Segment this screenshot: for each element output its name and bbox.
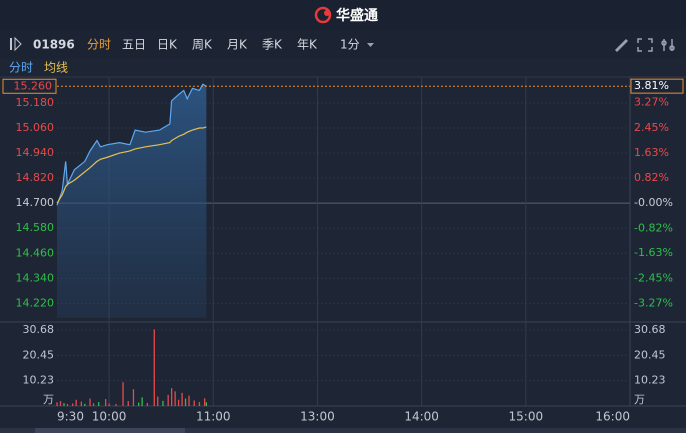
period-tab[interactable]: 五日 [122,38,146,52]
volume-bar [132,389,135,406]
y-tick-label: 14.820 [16,171,55,184]
volume-bar [115,404,117,406]
period-tab[interactable]: 日K [157,38,178,52]
volume-bar [188,395,190,406]
settings-button[interactable] [661,39,675,51]
y-tick-label: 14.340 [16,271,55,284]
period-tab[interactable]: 年K [297,38,318,52]
x-tick-label: 16:00 [595,410,630,424]
volume-bar [181,392,183,406]
scrollbar-thumb[interactable] [35,428,185,433]
x-tick-label: 13:00 [300,410,335,424]
volume-bar [138,402,140,406]
volume-unit: 万 [43,393,54,406]
volume-unit: 万 [634,393,645,406]
volume-bar [63,403,65,406]
x-tick-label: 15:00 [509,410,544,424]
y-tick-label: 15.180 [16,96,55,109]
period-tab[interactable]: 周K [192,38,213,52]
volume-bar [141,397,143,406]
sidebar-toggle[interactable] [10,36,22,52]
volume-bar [59,401,62,406]
toolbar [0,31,686,59]
volume-bar [184,398,187,406]
volume-bar [98,402,100,406]
scrollbar-track [0,428,686,433]
volume-bar [80,401,83,406]
volume-bar [193,400,195,406]
dropdown-caret[interactable] [367,43,374,47]
header-bar [0,0,686,31]
volume-bar [72,403,74,406]
volume-bar [66,404,69,406]
y-tick-label: 14.700 [16,196,55,209]
y-tick-label: 15.060 [16,121,55,134]
period-tab[interactable]: 季K [262,38,283,52]
y-tick-label: 14.580 [16,221,55,234]
volume-tick-label: 30.68 [23,323,55,336]
volume-bar [177,399,180,406]
volume-tick-label: 10.23 [23,374,55,387]
legend-entry[interactable]: 均线 [44,61,68,75]
stock-code: 01896 [33,38,75,52]
y-tick-label: 14.460 [16,246,55,259]
x-tick-label: 14:00 [404,410,439,424]
y2-tick-label: 1.63% [634,146,669,159]
volume-bar [167,394,169,406]
last-change-label: 3.81% [634,79,669,92]
legend-entry[interactable]: 分时 [9,61,33,75]
last-change-box [630,78,684,94]
y2-tick-label: 0.82% [634,171,669,184]
y-tick-label: 14.940 [16,146,55,159]
y-tick-label: 14.220 [16,296,55,309]
period-tab[interactable]: 分时 [87,38,111,52]
series-line [56,83,207,206]
draw-tool[interactable] [615,39,628,52]
fullscreen-button[interactable] [637,38,653,52]
volume-bar [157,396,159,406]
volume-bar [198,402,201,406]
volume-tick-label: 10.23 [634,374,666,387]
y2-tick-label: -0.00% [634,196,673,209]
volume-bar [162,400,164,406]
brand-name: 华盛通 [336,7,378,24]
period-tab[interactable]: 月K [227,38,248,52]
volume-bar [92,403,95,406]
y2-tick-label: -1.63% [634,246,673,259]
y2-tick-label: -0.82% [634,221,673,234]
volume-bar [153,329,155,406]
last-price-label: 15.260 [14,79,53,92]
x-tick-label: 9:30 [57,410,84,424]
volume-bar [171,388,173,406]
volume-bar [84,403,86,406]
last-price-box [2,78,57,94]
volume-bar [108,403,110,406]
series-line [56,126,207,204]
volume-bar [75,399,77,406]
volume-bar [174,391,176,406]
volume-bar [205,402,208,406]
volume-tick-label: 20.45 [23,348,55,361]
volume-bar [89,398,91,406]
volume-bar [127,401,129,406]
volume-bar [203,398,206,406]
x-tick-label: 11:00 [196,410,231,424]
y2-tick-label: -2.45% [634,271,673,284]
volume-bar [146,403,148,406]
volume-tick-label: 30.68 [634,323,666,336]
y2-tick-label: 3.27% [634,96,669,109]
volume-bar [122,382,124,406]
y2-tick-label: 2.45% [634,121,669,134]
x-tick-label: 10:00 [92,410,127,424]
interval-select[interactable]: 1分 [340,38,360,52]
volume-bar [56,402,58,406]
y2-tick-label: -3.27% [634,297,673,310]
volume-tick-label: 20.45 [634,348,666,361]
volume-bar [105,399,107,406]
brand-logo [314,6,332,24]
